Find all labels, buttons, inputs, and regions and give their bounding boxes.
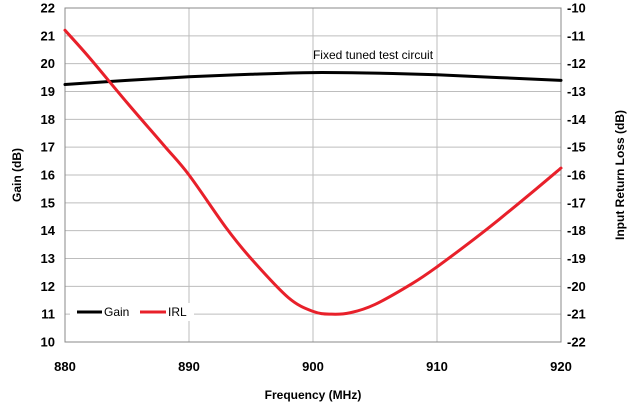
- x-tick-label: 880: [54, 359, 76, 374]
- y-right-tick-label: -20: [567, 279, 586, 294]
- x-tick-label: 910: [426, 359, 448, 374]
- y-left-tick-label: 10: [41, 335, 55, 350]
- y-right-tick-label: -17: [567, 195, 586, 210]
- y-left-tick-label: 14: [41, 223, 56, 238]
- y-right-tick-label: -11: [567, 28, 585, 43]
- y-left-tick-label: 22: [41, 1, 55, 16]
- y-left-tick-label: 17: [41, 140, 55, 155]
- y-left-tick-label: 15: [41, 195, 55, 210]
- y-right-tick-label: -10: [567, 1, 586, 16]
- ticks-layer: 880 890 900 910 920 10 11 12 13 14 15 16 17 18 19 20 21 2…: [41, 1, 587, 375]
- y-right-tick-label: -18: [567, 223, 586, 238]
- y-left-tick-label: 11: [41, 307, 55, 322]
- series-line-gain: [63, 71, 563, 87]
- plot-frame: [64, 7, 562, 343]
- y-left-tick-label: 19: [41, 84, 55, 99]
- y-left-tick-label: 16: [41, 168, 55, 183]
- y-left-tick-label: 21: [41, 28, 55, 43]
- y-right-tick-label: -13: [567, 84, 586, 99]
- y-left-tick-label: 20: [41, 56, 55, 71]
- series-line-irl: [63, 28, 563, 316]
- x-tick-label: 920: [550, 359, 572, 374]
- x-tick-label: 890: [178, 359, 200, 374]
- y-right-tick-label: -21: [567, 307, 586, 322]
- y-right-tick-label: -14: [567, 112, 587, 127]
- x-axis-title: Frequency (MHz): [265, 388, 362, 402]
- y-axis-title-right: Input Return Loss (dB): [613, 110, 627, 240]
- legend-background: [70, 303, 194, 321]
- y-left-tick-label: 13: [41, 251, 55, 266]
- y-right-tick-label: -15: [567, 140, 586, 155]
- x-tick-label: 900: [302, 359, 324, 374]
- y-left-tick-label: 18: [41, 112, 55, 127]
- y-left-tick-label: 12: [41, 279, 55, 294]
- y-right-tick-label: -16: [567, 168, 586, 183]
- y-right-tick-label: -19: [567, 251, 586, 266]
- legend-label-gain: Gain: [104, 305, 129, 319]
- series-layer: [63, 28, 563, 316]
- y-right-tick-label: -12: [567, 56, 586, 71]
- y-right-tick-label: -22: [567, 335, 586, 350]
- annotation-fixed-tuned: Fixed tuned test circuit: [313, 48, 434, 62]
- legend: Gain IRL: [70, 303, 194, 321]
- y-axis-title-left: Gain (dB): [10, 148, 24, 202]
- legend-label-irl: IRL: [168, 305, 187, 319]
